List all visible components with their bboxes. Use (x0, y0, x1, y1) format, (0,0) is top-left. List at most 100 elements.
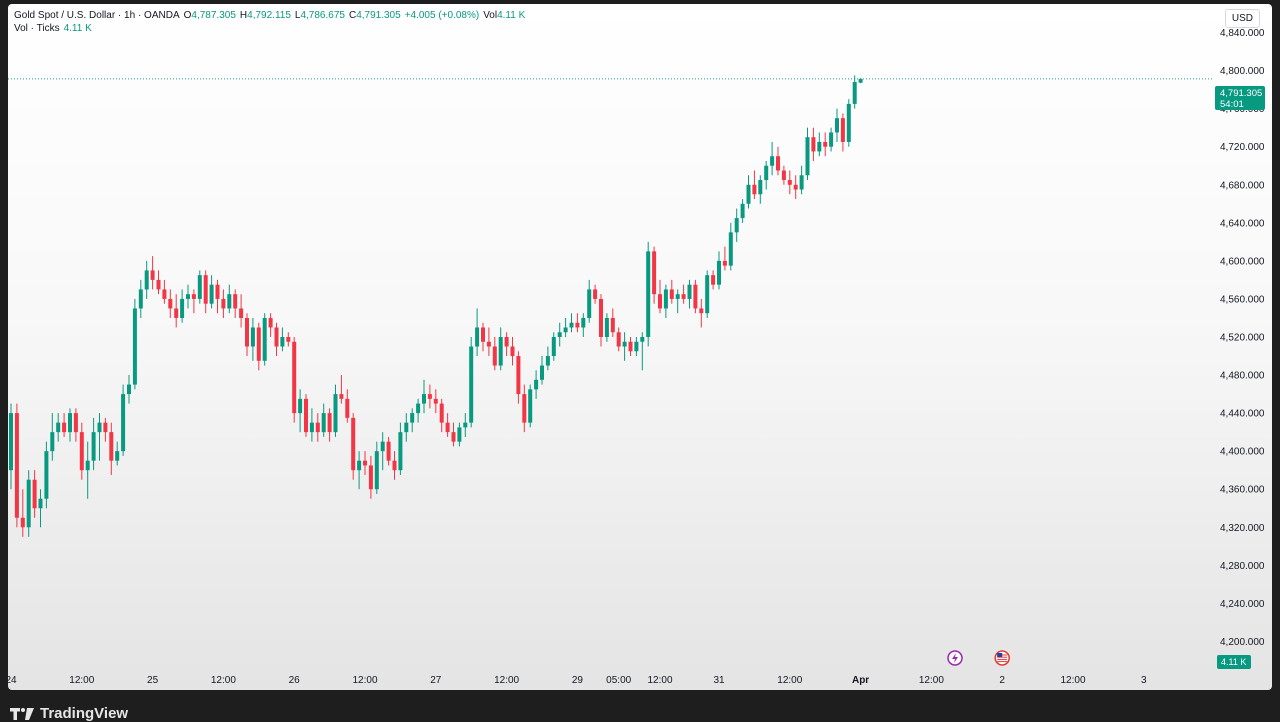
legend-vol-label: Vol (483, 10, 498, 21)
candle-body (746, 184, 751, 204)
time-tick-label: 31 (713, 675, 725, 686)
candle (445, 413, 450, 437)
candle-body (699, 308, 704, 314)
time-tick-label: 29 (572, 675, 584, 686)
candle-body (634, 341, 639, 352)
time-tick-label: 3 (1141, 675, 1147, 686)
candle-body (309, 422, 314, 433)
candle-body (304, 398, 308, 433)
candle-body (852, 82, 857, 104)
candle (50, 413, 55, 461)
price-tick-label: 4,320.000 (1220, 523, 1265, 534)
price-tick-label: 4,560.000 (1220, 294, 1265, 305)
candle (711, 270, 716, 290)
candle (14, 403, 19, 528)
candle-body (764, 165, 769, 181)
candles-layer (9, 75, 863, 537)
candle (540, 356, 544, 385)
candle (410, 408, 415, 433)
candle (752, 170, 757, 200)
candle-body (26, 479, 31, 528)
candle-body (581, 317, 586, 328)
candle-body (115, 451, 120, 461)
candle (209, 275, 214, 309)
candle-body (50, 432, 55, 452)
tradingview-logo[interactable]: TradingView (10, 705, 128, 722)
candle (622, 332, 627, 361)
candle-body (463, 422, 468, 428)
candle-body (9, 413, 13, 471)
price-tick-label: 4,240.000 (1220, 599, 1265, 610)
legend-symbol[interactable]: Gold Spot / U.S. Dollar · 1h · OANDA (14, 10, 180, 21)
candle-body (327, 413, 332, 433)
candle (398, 422, 403, 475)
price-tick-label: 4,400.000 (1220, 447, 1265, 458)
events-layer (947, 650, 1010, 666)
price-tick-label: 4,520.000 (1220, 333, 1265, 344)
candle-body (658, 294, 662, 309)
legend-change: +4.005 (+0.08%) (404, 10, 480, 21)
candle (268, 313, 273, 337)
candle (504, 332, 509, 357)
chart-canvas[interactable]: 4,200.000 4,240.000 4,280.000 4,320.000 4,36… (8, 4, 1272, 690)
indicator-name[interactable]: Vol · Ticks (14, 23, 60, 34)
candle-body (292, 341, 297, 414)
candle-body (817, 141, 822, 152)
candle-body (540, 365, 544, 380)
candle-body (221, 298, 226, 309)
candle (781, 165, 786, 185)
legend-close: 4,791.305 (356, 10, 401, 21)
candle (640, 332, 645, 371)
time-tick-label: 12:00 (211, 675, 236, 686)
candle-body (191, 294, 196, 299)
candle-body (333, 394, 338, 433)
candle (315, 413, 320, 442)
candle-body (652, 251, 657, 295)
candle-body (717, 260, 721, 285)
candle (416, 398, 421, 423)
candle (26, 470, 31, 537)
candle (221, 289, 226, 318)
candle (569, 313, 574, 333)
candle-body (557, 332, 562, 337)
candle-body (298, 398, 303, 414)
candle (534, 370, 539, 399)
currency-button[interactable]: USD (1224, 9, 1260, 28)
candle-body (68, 413, 72, 433)
price-tick-label: 4,200.000 (1220, 637, 1265, 648)
candle (374, 441, 379, 494)
candle-body (481, 327, 485, 342)
candle-body (522, 394, 527, 423)
candle (103, 417, 108, 442)
candle-body (722, 260, 727, 266)
candle (304, 394, 308, 437)
candle-body (197, 275, 202, 299)
candle-body (121, 394, 126, 452)
candle-body (144, 270, 149, 290)
candle-body (587, 289, 592, 318)
candle-body (44, 451, 49, 499)
us-flag-icon[interactable] (994, 650, 1010, 666)
candle (498, 327, 503, 371)
candle (646, 241, 651, 347)
chart-frame[interactable]: 4,200.000 4,240.000 4,280.000 4,320.000 4,36… (8, 4, 1272, 690)
candle (610, 308, 615, 337)
candle-body (486, 341, 491, 347)
candle-body (776, 156, 780, 171)
candle-body (433, 398, 438, 404)
candle (309, 408, 314, 442)
lightning-icon[interactable] (947, 650, 963, 666)
candle-body (315, 422, 320, 433)
time-tick-label: 27 (430, 675, 442, 686)
candle (451, 422, 456, 447)
candle (675, 289, 680, 314)
time-tick-label: 12:00 (69, 675, 94, 686)
candle-body (156, 279, 161, 290)
price-badge-countdown: 54:01 (1220, 99, 1244, 110)
candle (174, 294, 179, 328)
time-tick-label: 12:00 (494, 675, 519, 686)
candle (180, 289, 185, 323)
lightning-icon-bolt (952, 653, 958, 663)
candle-body (174, 308, 179, 318)
candle-body (380, 441, 385, 452)
